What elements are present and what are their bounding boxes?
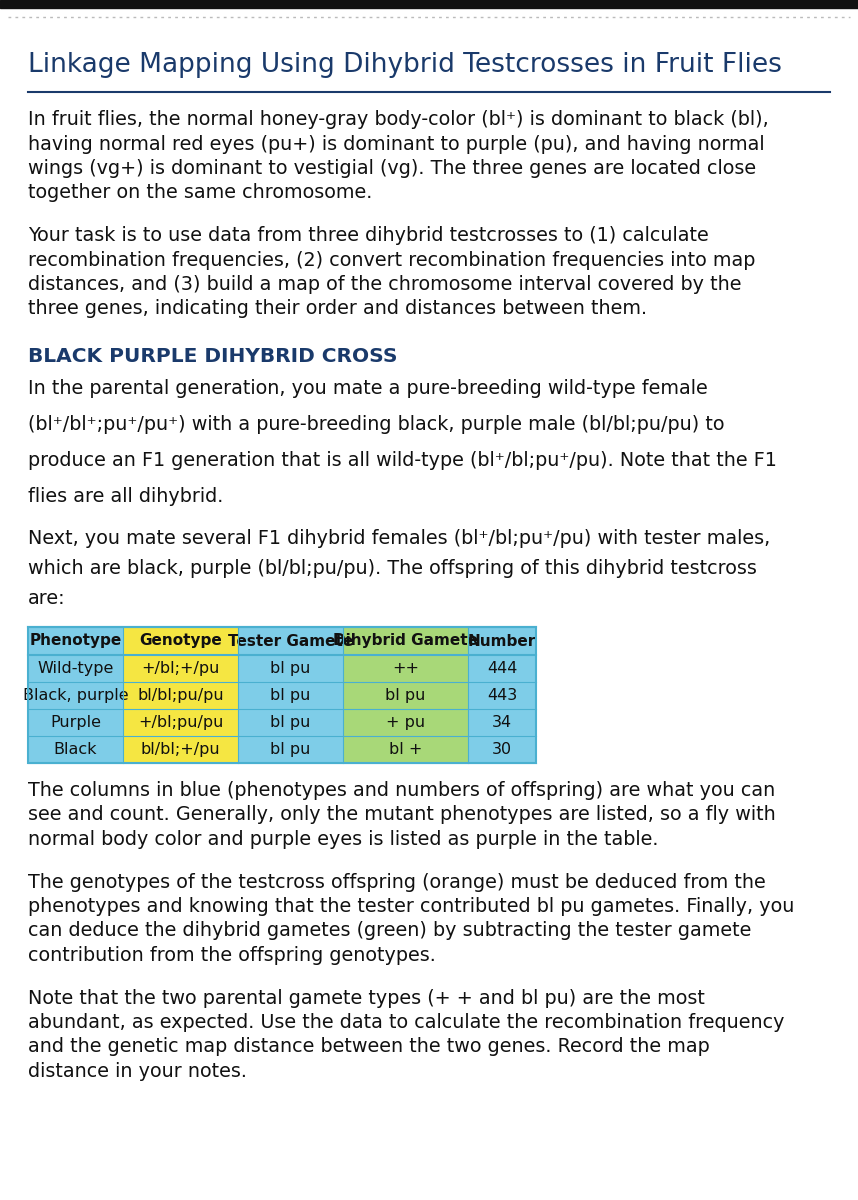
Text: 30: 30 <box>492 742 512 757</box>
Text: +/bl;+/pu: +/bl;+/pu <box>142 661 220 676</box>
Text: bl pu: bl pu <box>385 688 426 703</box>
Text: bl/bl;+/pu: bl/bl;+/pu <box>141 742 221 757</box>
Text: distance in your notes.: distance in your notes. <box>28 1062 247 1081</box>
Bar <box>238 655 343 682</box>
Text: having normal red eyes (pu+) is dominant to purple (pu), and having normal: having normal red eyes (pu+) is dominant… <box>28 134 764 154</box>
Bar <box>28 736 123 763</box>
Text: can deduce the dihybrid gametes (green) by subtracting the tester gamete: can deduce the dihybrid gametes (green) … <box>28 922 752 941</box>
Text: bl pu: bl pu <box>270 715 311 730</box>
Text: The genotypes of the testcross offspring (orange) must be deduced from the: The genotypes of the testcross offspring… <box>28 872 765 892</box>
Bar <box>238 736 343 763</box>
Text: 444: 444 <box>486 661 517 676</box>
Text: +/bl;pu/pu: +/bl;pu/pu <box>138 715 223 730</box>
Text: and the genetic map distance between the two genes. Record the map: and the genetic map distance between the… <box>28 1038 710 1056</box>
Text: In the parental generation, you mate a pure-breeding wild-type female: In the parental generation, you mate a p… <box>28 379 708 398</box>
Text: Next, you mate several F1 dihybrid females (bl⁺/bl;pu⁺/pu) with tester males,: Next, you mate several F1 dihybrid femal… <box>28 529 770 548</box>
Text: The columns in blue (phenotypes and numbers of offspring) are what you can: The columns in blue (phenotypes and numb… <box>28 781 776 800</box>
Bar <box>343 736 468 763</box>
Text: Dihybrid Gamete: Dihybrid Gamete <box>333 634 478 648</box>
Text: (bl⁺/bl⁺;pu⁺/pu⁺) with a pure-breeding black, purple male (bl/bl;pu/pu) to: (bl⁺/bl⁺;pu⁺/pu⁺) with a pure-breeding b… <box>28 415 724 434</box>
Text: Note that the two parental gamete types (+ + and bl pu) are the most: Note that the two parental gamete types … <box>28 989 705 1008</box>
Bar <box>238 682 343 709</box>
Bar <box>123 709 238 736</box>
Bar <box>238 626 343 655</box>
Bar <box>343 655 468 682</box>
Bar <box>28 626 536 763</box>
Text: Linkage Mapping Using Dihybrid Testcrosses in Fruit Flies: Linkage Mapping Using Dihybrid Testcross… <box>28 52 782 78</box>
Bar <box>468 736 536 763</box>
Bar <box>468 682 536 709</box>
Text: + pu: + pu <box>386 715 425 730</box>
Text: bl pu: bl pu <box>270 661 311 676</box>
Bar <box>468 655 536 682</box>
Text: bl/bl;pu/pu: bl/bl;pu/pu <box>137 688 224 703</box>
Text: which are black, purple (bl/bl;pu/pu). The offspring of this dihybrid testcross: which are black, purple (bl/bl;pu/pu). T… <box>28 559 757 578</box>
Text: ++: ++ <box>392 661 419 676</box>
Text: bl pu: bl pu <box>270 688 311 703</box>
Text: distances, and (3) build a map of the chromosome interval covered by the: distances, and (3) build a map of the ch… <box>28 275 741 294</box>
Text: three genes, indicating their order and distances between them.: three genes, indicating their order and … <box>28 300 647 318</box>
Text: Genotype: Genotype <box>139 634 222 648</box>
Text: bl pu: bl pu <box>270 742 311 757</box>
Bar <box>123 655 238 682</box>
Text: Purple: Purple <box>50 715 101 730</box>
Bar <box>343 682 468 709</box>
Text: see and count. Generally, only the mutant phenotypes are listed, so a fly with: see and count. Generally, only the mutan… <box>28 805 776 824</box>
Text: abundant, as expected. Use the data to calculate the recombination frequency: abundant, as expected. Use the data to c… <box>28 1013 784 1032</box>
Bar <box>123 736 238 763</box>
Bar <box>28 709 123 736</box>
Text: wings (vg+) is dominant to vestigial (vg). The three genes are located close: wings (vg+) is dominant to vestigial (vg… <box>28 158 756 178</box>
Text: Your task is to use data from three dihybrid testcrosses to (1) calculate: Your task is to use data from three dihy… <box>28 226 709 245</box>
Text: normal body color and purple eyes is listed as purple in the table.: normal body color and purple eyes is lis… <box>28 830 658 850</box>
Text: Black, purple: Black, purple <box>22 688 129 703</box>
Text: 34: 34 <box>492 715 512 730</box>
Text: are:: are: <box>28 589 65 608</box>
Text: 443: 443 <box>486 688 517 703</box>
Bar <box>343 709 468 736</box>
Bar <box>238 709 343 736</box>
Bar <box>123 682 238 709</box>
Bar <box>468 709 536 736</box>
Bar <box>28 655 123 682</box>
Text: Phenotype: Phenotype <box>29 634 122 648</box>
Text: Wild-type: Wild-type <box>37 661 114 676</box>
Text: together on the same chromosome.: together on the same chromosome. <box>28 184 372 203</box>
Text: recombination frequencies, (2) convert recombination frequencies into map: recombination frequencies, (2) convert r… <box>28 251 755 270</box>
Text: Number: Number <box>468 634 536 648</box>
Text: flies are all dihybrid.: flies are all dihybrid. <box>28 487 223 506</box>
Bar <box>28 682 123 709</box>
Text: bl +: bl + <box>389 742 422 757</box>
Text: produce an F1 generation that is all wild-type (bl⁺/bl;pu⁺/pu). Note that the F1: produce an F1 generation that is all wil… <box>28 451 776 470</box>
Text: phenotypes and knowing that the tester contributed bl pu gametes. Finally, you: phenotypes and knowing that the tester c… <box>28 898 795 916</box>
Bar <box>0 0 858 8</box>
Text: contribution from the offspring genotypes.: contribution from the offspring genotype… <box>28 946 436 965</box>
Bar <box>343 626 468 655</box>
Text: Tester Gamete: Tester Gamete <box>228 634 353 648</box>
Text: Black: Black <box>54 742 97 757</box>
Text: In fruit flies, the normal honey-gray body-color (bl⁺) is dominant to black (bl): In fruit flies, the normal honey-gray bo… <box>28 110 769 128</box>
Text: BLACK PURPLE DIHYBRID CROSS: BLACK PURPLE DIHYBRID CROSS <box>28 347 397 366</box>
Bar <box>123 626 238 655</box>
Bar <box>28 626 123 655</box>
Bar <box>468 626 536 655</box>
